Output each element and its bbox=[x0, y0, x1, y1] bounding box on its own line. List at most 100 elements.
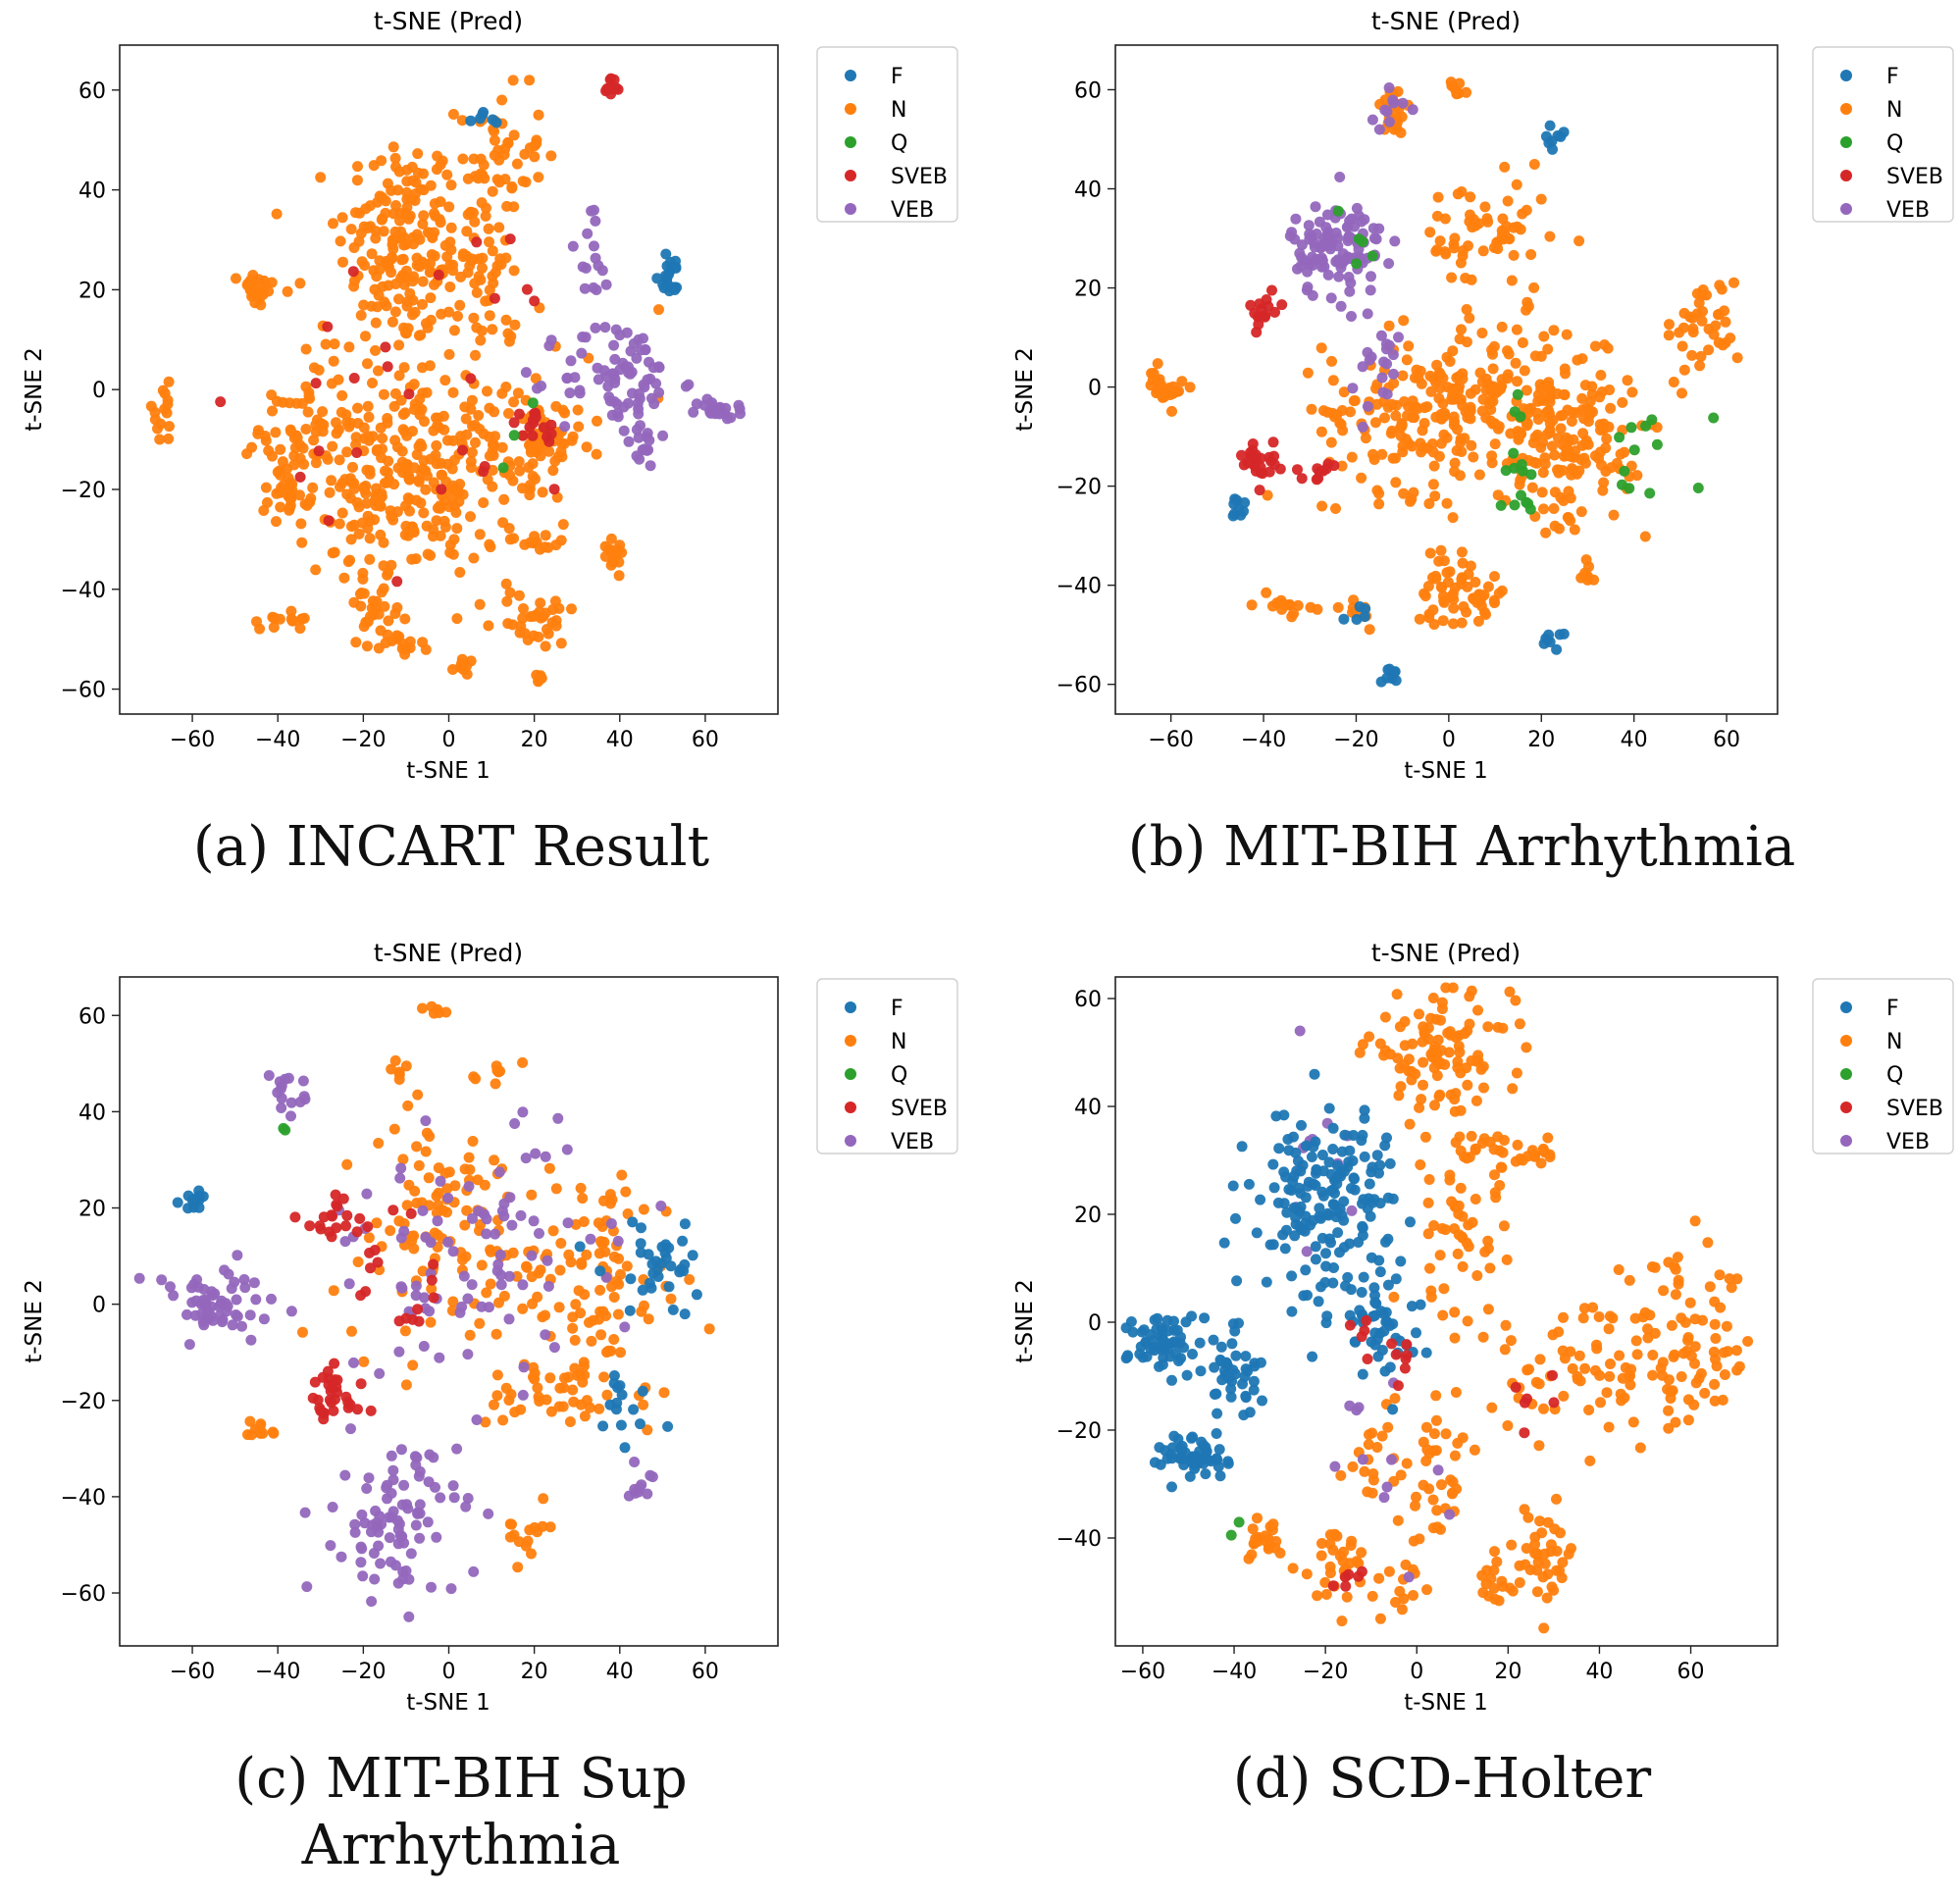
point-n bbox=[1704, 1281, 1716, 1293]
point-n bbox=[400, 328, 411, 338]
point-n bbox=[653, 304, 664, 316]
point-f bbox=[1212, 1461, 1224, 1472]
point-n bbox=[1639, 531, 1651, 542]
point-veb bbox=[386, 1450, 397, 1461]
point-n bbox=[1663, 1405, 1675, 1416]
point-veb bbox=[244, 1309, 256, 1321]
point-n bbox=[639, 1300, 649, 1311]
point-n bbox=[554, 1264, 566, 1276]
point-n bbox=[1540, 527, 1552, 538]
point-n bbox=[327, 440, 338, 452]
point-sveb bbox=[327, 1210, 338, 1222]
point-n bbox=[1500, 1319, 1512, 1331]
point-n bbox=[1521, 385, 1532, 396]
point-n bbox=[470, 436, 481, 448]
point-n bbox=[591, 448, 602, 460]
point-f bbox=[1226, 1338, 1238, 1350]
point-n bbox=[1395, 1081, 1407, 1093]
point-veb bbox=[574, 387, 586, 399]
point-f bbox=[1327, 1184, 1339, 1196]
point-n bbox=[1398, 487, 1410, 499]
point-f bbox=[619, 1442, 631, 1454]
x-tick-label: 60 bbox=[1713, 728, 1740, 752]
point-n bbox=[1720, 316, 1731, 328]
point-sveb bbox=[1246, 450, 1258, 462]
point-n bbox=[1496, 1575, 1508, 1587]
point-sveb bbox=[351, 1226, 363, 1238]
point-f bbox=[1369, 1297, 1381, 1308]
point-n bbox=[586, 1335, 597, 1347]
point-n bbox=[252, 428, 264, 439]
point-n bbox=[1406, 1065, 1418, 1077]
point-n bbox=[424, 1131, 436, 1142]
point-n bbox=[1559, 1353, 1571, 1364]
point-n bbox=[550, 1183, 562, 1195]
point-sveb bbox=[1399, 1362, 1411, 1374]
point-n bbox=[531, 138, 542, 149]
point-f bbox=[1184, 1470, 1196, 1482]
point-n bbox=[1432, 191, 1444, 203]
point-n bbox=[401, 300, 413, 312]
point-n bbox=[1390, 477, 1402, 488]
point-n bbox=[300, 343, 312, 355]
point-n bbox=[540, 641, 551, 652]
point-f bbox=[1199, 1312, 1211, 1324]
point-n bbox=[490, 1328, 502, 1340]
point-n bbox=[1663, 330, 1675, 341]
point-n bbox=[1521, 1042, 1532, 1053]
point-q bbox=[1619, 465, 1630, 477]
point-f bbox=[1286, 1270, 1298, 1282]
point-sveb bbox=[428, 1258, 439, 1270]
point-n bbox=[1389, 1393, 1401, 1405]
point-veb bbox=[648, 398, 660, 410]
point-n bbox=[480, 1416, 491, 1428]
point-n bbox=[593, 1403, 605, 1414]
point-n bbox=[398, 362, 410, 374]
point-n bbox=[418, 210, 430, 222]
point-n bbox=[497, 1414, 509, 1426]
point-sveb bbox=[1401, 1350, 1413, 1361]
point-n bbox=[1176, 376, 1188, 387]
y-tick-label: −60 bbox=[1057, 674, 1102, 698]
point-n bbox=[1306, 403, 1317, 415]
legend-label-q: Q bbox=[891, 131, 907, 156]
point-n bbox=[361, 641, 373, 652]
point-n bbox=[1522, 1364, 1533, 1376]
point-n bbox=[1267, 1518, 1279, 1530]
point-sveb bbox=[289, 1211, 301, 1223]
point-sveb bbox=[348, 373, 360, 384]
point-n bbox=[1694, 360, 1706, 372]
point-f bbox=[1310, 1241, 1321, 1253]
point-veb bbox=[528, 1215, 540, 1227]
point-veb bbox=[1294, 1025, 1306, 1037]
point-f bbox=[1317, 1165, 1329, 1177]
point-n bbox=[1419, 1131, 1431, 1143]
point-n bbox=[1511, 324, 1522, 335]
point-n bbox=[638, 1399, 649, 1410]
point-n bbox=[1572, 354, 1583, 366]
point-n bbox=[533, 109, 544, 121]
point-n bbox=[471, 322, 483, 333]
point-n bbox=[388, 1123, 400, 1135]
point-f bbox=[645, 1282, 657, 1294]
point-n bbox=[1535, 1157, 1547, 1169]
point-veb bbox=[1284, 231, 1296, 242]
point-n bbox=[1319, 1576, 1331, 1588]
point-sveb bbox=[322, 1365, 334, 1377]
point-n bbox=[436, 308, 447, 320]
point-sveb bbox=[304, 1220, 316, 1232]
point-sveb bbox=[215, 396, 227, 408]
y-tick-label: 20 bbox=[1074, 1204, 1102, 1228]
point-n bbox=[507, 75, 519, 86]
point-n bbox=[1451, 383, 1463, 394]
point-f bbox=[1168, 1336, 1180, 1348]
point-f bbox=[1149, 1457, 1161, 1468]
point-n bbox=[1450, 1032, 1462, 1044]
point-sveb bbox=[1254, 485, 1265, 496]
point-n bbox=[1580, 554, 1592, 566]
point-veb bbox=[357, 1570, 369, 1582]
point-veb bbox=[1357, 421, 1368, 433]
point-veb bbox=[590, 252, 601, 264]
x-tick-label: −60 bbox=[1120, 1660, 1165, 1684]
point-sveb bbox=[362, 1221, 374, 1233]
